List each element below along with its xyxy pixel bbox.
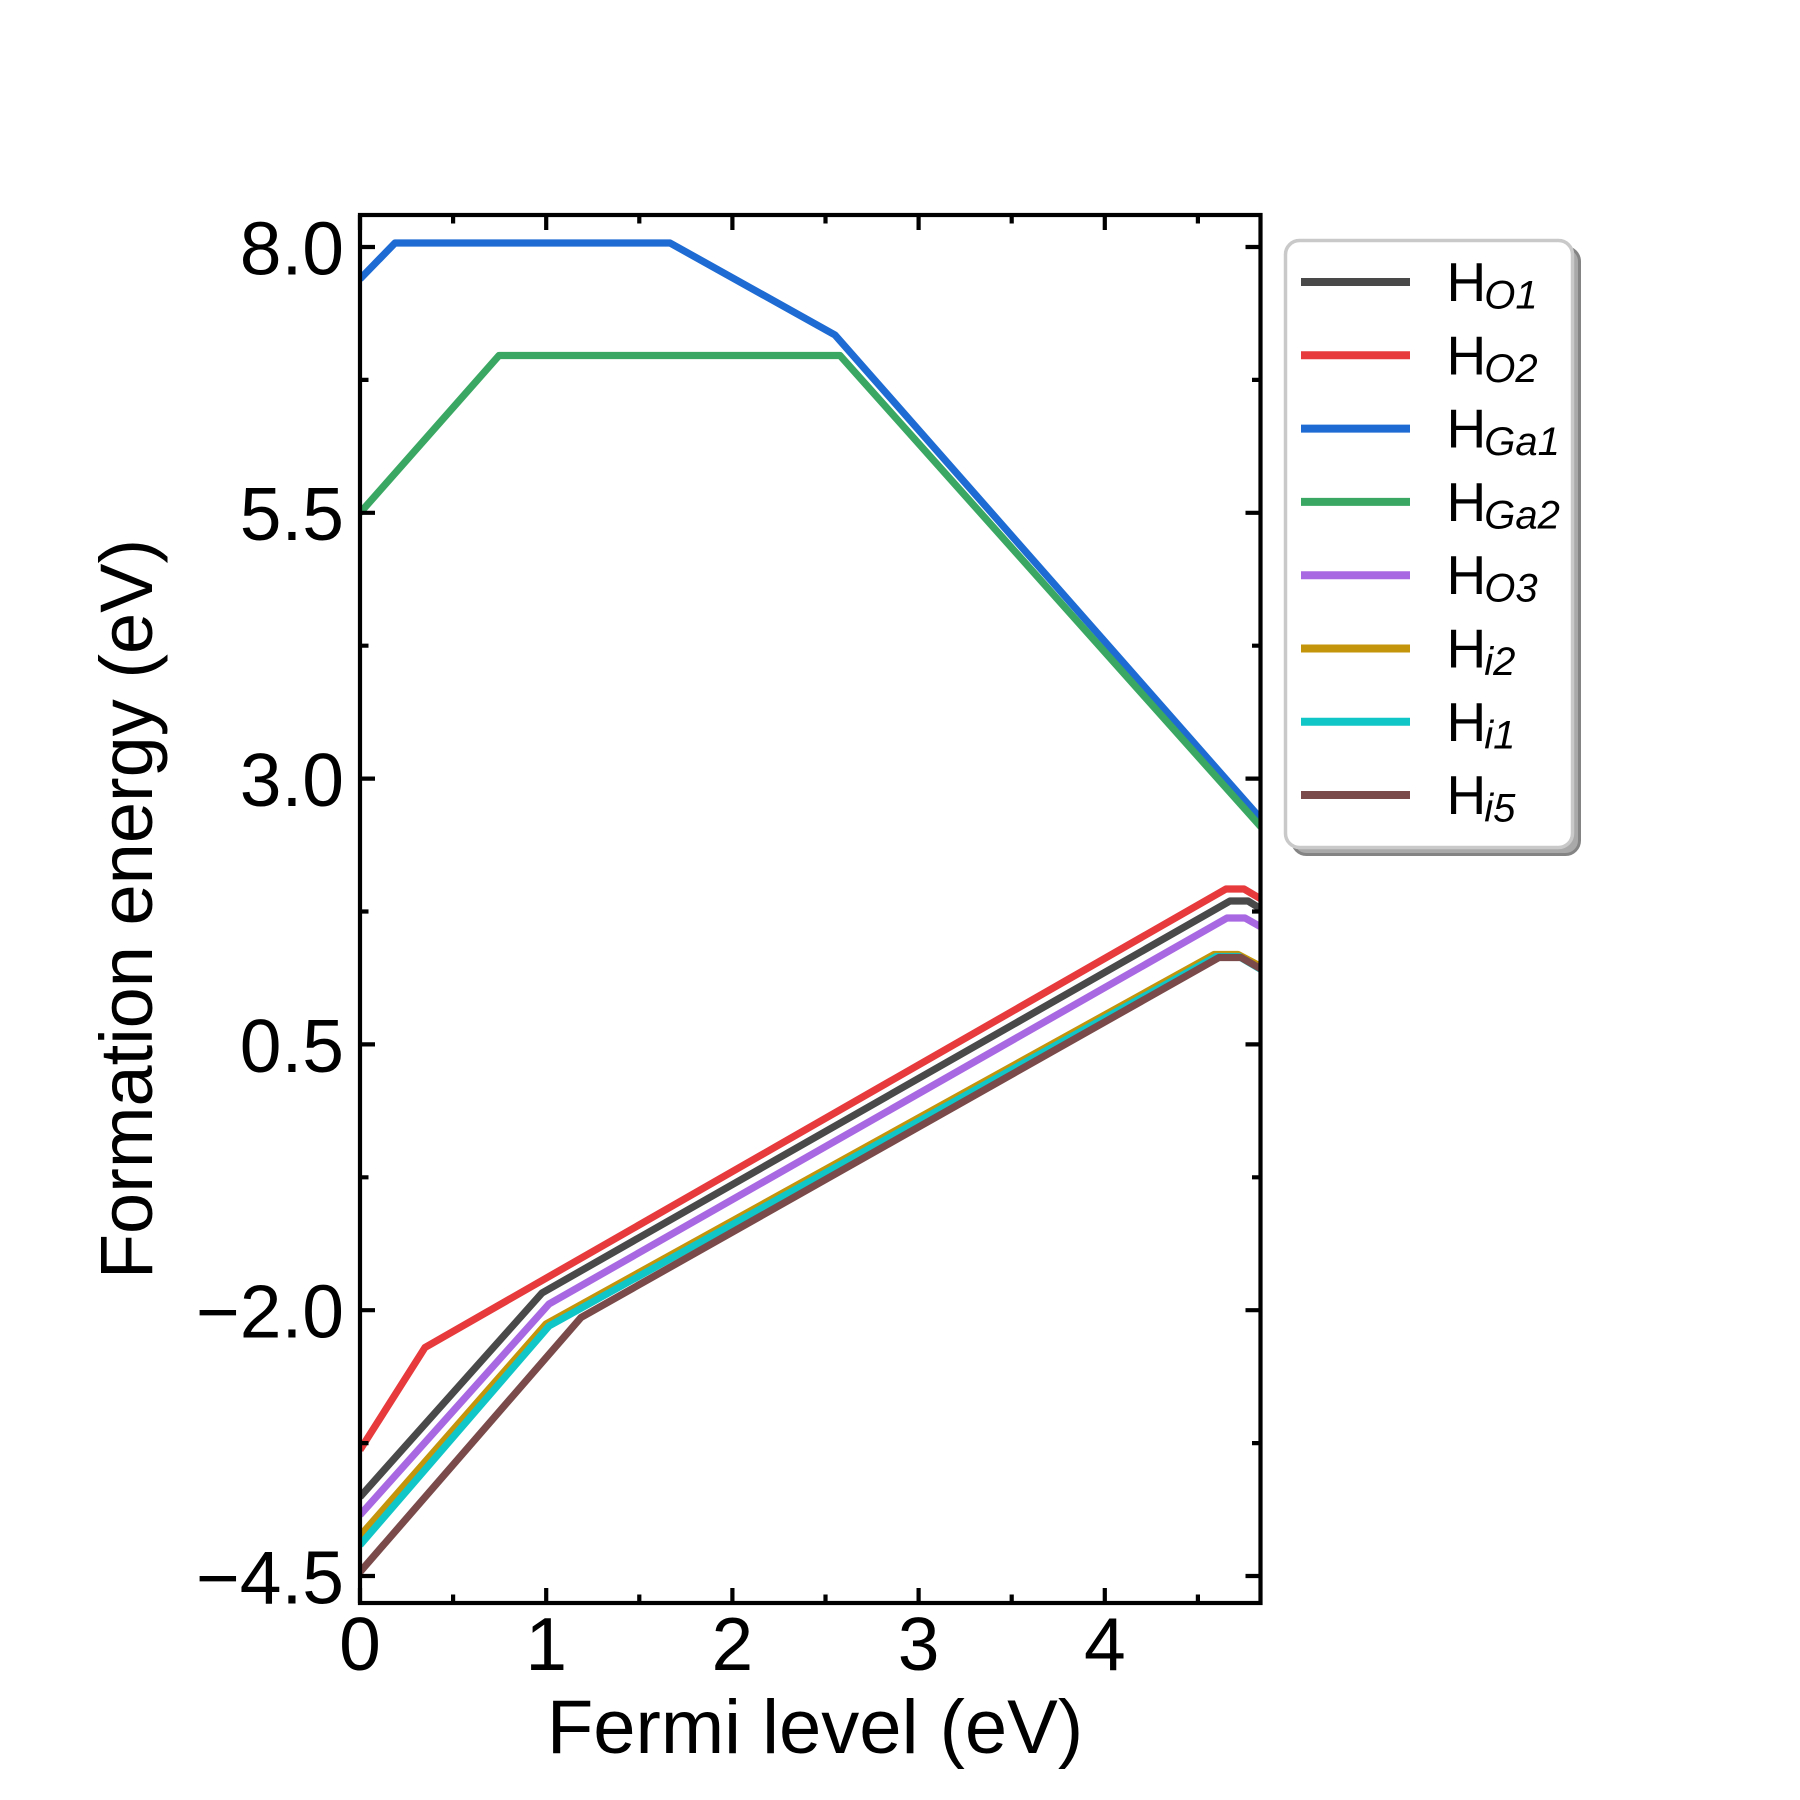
svg-text:4: 4 bbox=[1084, 1602, 1126, 1686]
svg-text:Formation energy (eV): Formation energy (eV) bbox=[85, 539, 168, 1279]
svg-text:5.5: 5.5 bbox=[240, 472, 344, 556]
svg-text:Fermi level (eV): Fermi level (eV) bbox=[547, 1685, 1083, 1770]
svg-text:0.5: 0.5 bbox=[240, 1004, 344, 1088]
svg-text:0: 0 bbox=[339, 1602, 381, 1686]
svg-text:HO3: HO3 bbox=[1447, 544, 1538, 611]
svg-text:3: 3 bbox=[898, 1602, 940, 1686]
svg-text:3.0: 3.0 bbox=[240, 738, 344, 822]
svg-text:−4.5: −4.5 bbox=[196, 1535, 344, 1619]
svg-text:1: 1 bbox=[525, 1602, 567, 1686]
svg-text:8.0: 8.0 bbox=[240, 206, 344, 290]
svg-text:−2.0: −2.0 bbox=[196, 1270, 344, 1354]
svg-text:2: 2 bbox=[712, 1602, 754, 1686]
